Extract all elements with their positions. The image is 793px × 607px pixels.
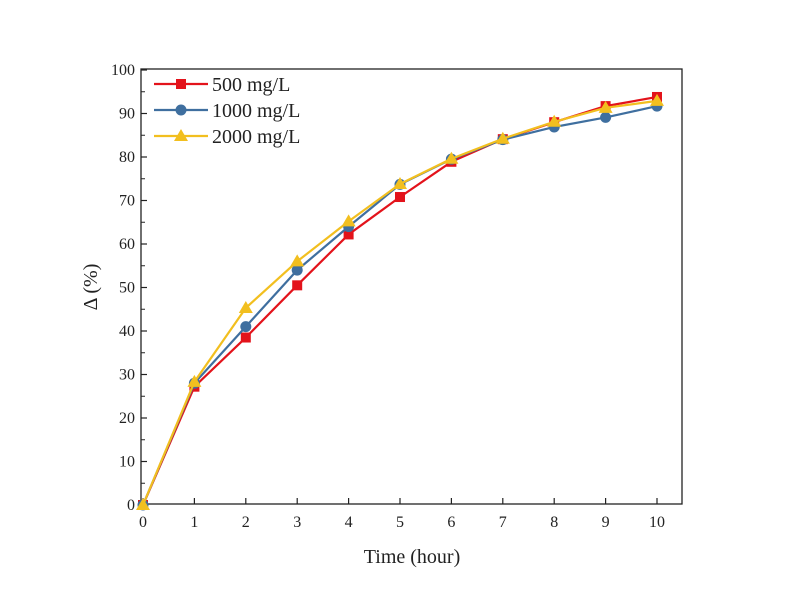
y-tick-label: 30 <box>119 367 135 384</box>
series-line <box>141 99 658 506</box>
legend-marker <box>176 79 186 89</box>
y-tick-label: 0 <box>127 497 135 514</box>
x-tick-label: 0 <box>139 514 147 531</box>
y-axis-title: Δ (%) <box>80 264 102 311</box>
legend-label: 2000 mg/L <box>212 126 300 148</box>
y-tick-label: 80 <box>119 149 135 166</box>
legend-item: 2000 mg/L <box>154 126 300 148</box>
data-point <box>187 374 202 387</box>
data-point <box>240 321 252 333</box>
x-tick-label: 9 <box>602 514 610 531</box>
x-tick-label: 1 <box>190 514 198 531</box>
legend-label: 500 mg/L <box>212 74 290 96</box>
plot-frame <box>140 68 683 505</box>
y-tick-label: 50 <box>119 280 135 297</box>
data-point <box>290 254 305 267</box>
series-1000-mg-l <box>137 100 663 511</box>
y-tick-label: 100 <box>111 62 135 79</box>
y-tick-label: 10 <box>119 454 135 471</box>
series-2000-mg-l <box>136 93 664 510</box>
legend: 500 mg/L 1000 mg/L 2000 mg/L <box>154 74 300 148</box>
data-point <box>136 498 150 510</box>
series-layer <box>136 91 664 511</box>
legend-marker <box>174 129 188 141</box>
data-point <box>598 100 613 113</box>
y-tick-label: 90 <box>119 106 135 123</box>
legend-label: 1000 mg/L <box>212 100 300 122</box>
data-point <box>292 280 303 291</box>
x-tick-label: 3 <box>293 514 301 531</box>
data-point <box>393 176 407 189</box>
data-point <box>547 114 562 127</box>
y-tick-label: 40 <box>119 323 135 340</box>
series-line <box>141 95 658 506</box>
y-tick-label: 60 <box>119 236 135 253</box>
legend-item: 1000 mg/L <box>154 100 300 122</box>
x-tick-label: 7 <box>499 514 507 531</box>
x-tick-label: 2 <box>242 514 250 531</box>
legend-marker <box>175 104 187 116</box>
data-point <box>495 131 510 144</box>
legend-item: 500 mg/L <box>154 74 290 96</box>
data-point <box>395 192 405 203</box>
data-point <box>341 214 356 227</box>
x-tick-label: 5 <box>396 514 404 531</box>
data-point <box>650 93 664 106</box>
x-tick-label: 6 <box>447 514 455 531</box>
x-tick-label: 8 <box>550 514 558 531</box>
x-axis-title: Time (hour) <box>364 546 460 568</box>
series-500-mg-l <box>138 91 662 510</box>
data-point <box>343 229 354 240</box>
data-point <box>291 264 303 276</box>
series-line <box>141 105 658 506</box>
x-tick-label: 10 <box>649 514 665 531</box>
x-tick-label: 4 <box>345 514 353 531</box>
data-point <box>444 151 459 164</box>
y-tick-label: 70 <box>119 193 135 210</box>
data-point <box>600 111 612 123</box>
data-point <box>240 332 251 343</box>
data-point <box>238 300 253 313</box>
y-tick-label: 20 <box>119 410 135 427</box>
